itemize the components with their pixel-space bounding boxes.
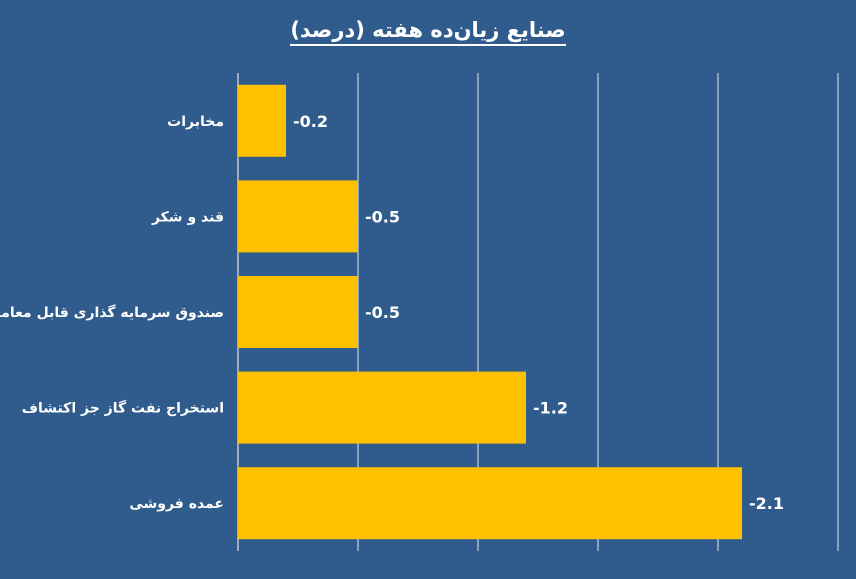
chart-title: صنایع زیان‌ده هفته (درصد)	[0, 18, 856, 46]
category-label: مخابرات	[167, 114, 224, 130]
bar	[238, 467, 742, 540]
bar	[238, 276, 358, 348]
data-label: -0.2	[293, 112, 328, 131]
data-label: -2.1	[749, 494, 784, 513]
category-label: قند و شکر	[151, 209, 224, 225]
bar	[238, 371, 526, 444]
data-label: -0.5	[365, 207, 400, 226]
data-label: -1.2	[533, 399, 568, 418]
chart-title-text: صنایع زیان‌ده هفته (درصد)	[290, 18, 566, 46]
category-label: استخراج نفت گاز جز اکتشاف	[22, 400, 224, 417]
bar	[238, 84, 286, 157]
category-label: صندوق سرمایه گذاری قابل معامله	[0, 304, 224, 321]
category-label: عمده فروشی	[129, 496, 224, 512]
data-label: -0.5	[365, 303, 400, 322]
bar	[238, 180, 358, 253]
